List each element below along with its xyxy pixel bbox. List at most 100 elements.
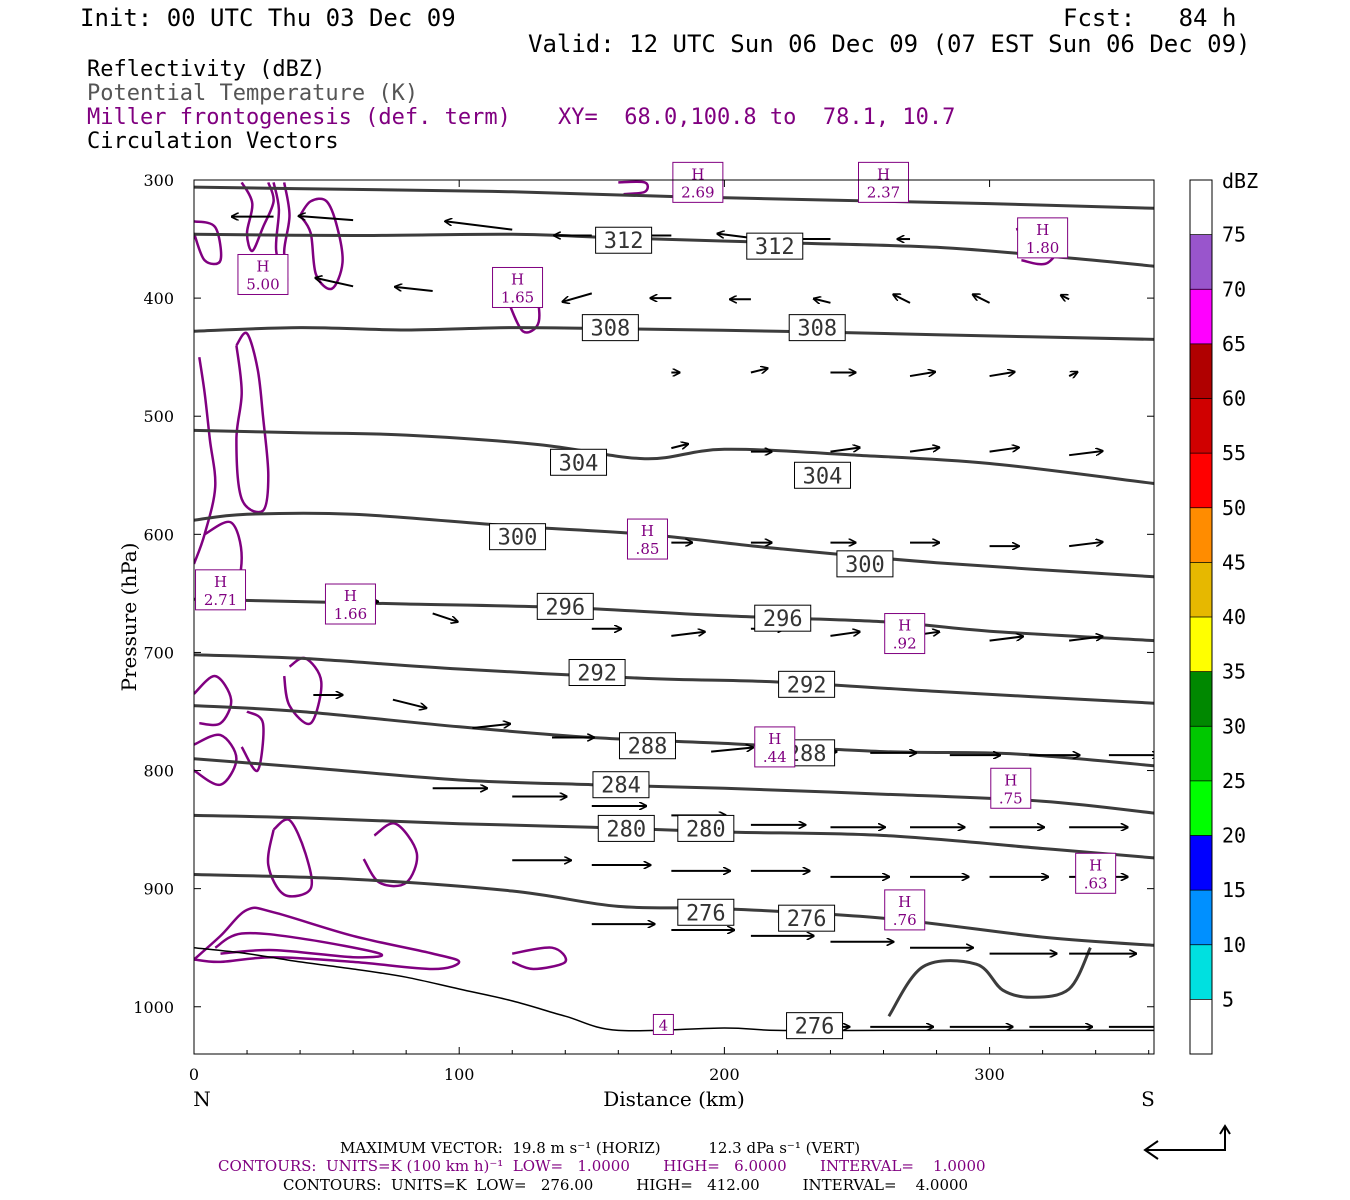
theta-label-box xyxy=(746,232,804,260)
x-tick-label: 300 xyxy=(974,1065,1005,1084)
miller-max-letter: H xyxy=(256,257,269,275)
colorbar-level-label: 50 xyxy=(1222,496,1246,520)
circulation-vector xyxy=(711,747,753,753)
theta-label: 296 xyxy=(763,607,803,632)
reference-vector xyxy=(1143,1124,1231,1160)
circulation-vector xyxy=(671,444,688,448)
y-tick-label: 300 xyxy=(143,171,174,190)
miller-max-box xyxy=(237,253,289,295)
miller-contour xyxy=(362,822,419,888)
colorbar-segment xyxy=(1190,562,1212,617)
footer-max-vector: MAXIMUM VECTOR: 19.8 m s⁻¹ (HORIZ) 12.3 … xyxy=(340,1139,861,1157)
miller-max-value: 2.37 xyxy=(867,183,900,201)
init-time: Init: 00 UTC Thu 03 Dec 09 xyxy=(80,4,456,32)
theta-label-box xyxy=(754,604,812,632)
terrain-line xyxy=(194,946,1154,1032)
colorbar-segment xyxy=(1190,398,1212,454)
miller-max-box xyxy=(754,726,796,768)
miller-max-letter: H xyxy=(1036,221,1049,239)
miller-max-value: .75 xyxy=(999,789,1023,807)
miller-contour xyxy=(299,197,344,291)
y-tick-label: 400 xyxy=(143,289,174,308)
colorbar-segment xyxy=(1190,726,1212,781)
miller-max-value: 5.00 xyxy=(246,275,279,293)
forecast-hour: Fcst: 84 h xyxy=(1063,4,1237,32)
valid-time: Valid: 12 UTC Sun 06 Dec 09 (07 EST Sun … xyxy=(528,30,1251,58)
colorbar-segment xyxy=(1190,234,1212,290)
circulation-vector xyxy=(562,292,593,301)
theta-label-box xyxy=(581,314,639,342)
y-tick-label: 700 xyxy=(143,643,174,662)
colorbar-segment xyxy=(1190,780,1212,836)
theta-label-box xyxy=(836,550,894,578)
reference-vector-head-left xyxy=(1143,1140,1159,1160)
colorbar-level-label: 45 xyxy=(1222,550,1246,574)
colorbar-level-label: 30 xyxy=(1222,714,1246,738)
theta-label-box xyxy=(550,448,608,476)
circulation-vectors-layer xyxy=(232,216,1154,1027)
plot-frame xyxy=(193,179,1155,1055)
circulation-vector xyxy=(750,368,768,372)
theta-contour-300 xyxy=(194,511,1154,579)
contour-labels-layer: 312 312 308 308 304 304 300 300 296 296 292 292 288 2… xyxy=(489,226,894,1040)
colorbar-level-label: 5 xyxy=(1222,987,1234,1011)
miller-max-box xyxy=(858,161,910,203)
colorbar-level-label: 25 xyxy=(1222,769,1246,793)
miller-max-box xyxy=(884,613,926,655)
theta-label: 304 xyxy=(803,464,843,489)
theta-label: 284 xyxy=(601,774,641,799)
theta-label-box xyxy=(597,814,655,842)
miller-max-box xyxy=(652,1013,674,1035)
legend-potential-temperature: Potential Temperature (K) xyxy=(87,81,419,106)
miller-contour xyxy=(194,674,233,727)
axes-layer: 300 400 500 600 700 800 900 1000 0 100 200 300 Dista… xyxy=(117,171,1155,1111)
colorbar: 5 10 15 20 25 30 35 40 45 50 55 60 65 70 75 dBZ xyxy=(1189,169,1258,1055)
miller-max-box xyxy=(492,266,544,308)
miller-max-box xyxy=(626,518,668,560)
colorbar-level-label: 65 xyxy=(1222,332,1246,356)
circulation-vector xyxy=(989,447,1019,453)
colorbar-level-label: 70 xyxy=(1222,277,1246,301)
theta-label-box xyxy=(592,771,650,799)
theta-contour xyxy=(887,947,1092,1018)
colorbar-title: dBZ xyxy=(1222,169,1258,193)
miller-max-value: 4 xyxy=(659,1016,669,1034)
circulation-vector xyxy=(299,216,354,222)
theta-label: 308 xyxy=(590,317,630,342)
circulation-vector xyxy=(445,221,513,231)
colorbar-level-label: 10 xyxy=(1222,933,1246,957)
miller-max-letter: H xyxy=(691,165,704,183)
miller-max-letter: H xyxy=(898,893,911,911)
y-tick-label: 500 xyxy=(143,407,174,426)
colorbar-segment xyxy=(1190,343,1212,399)
colorbar-segment xyxy=(1190,507,1212,563)
circulation-vector xyxy=(315,278,354,288)
circulation-vector xyxy=(1069,636,1103,642)
miller-max-letter: H xyxy=(1089,856,1102,874)
miller-max-value: .76 xyxy=(893,911,917,929)
y-axis-label: Pressure (hPa) xyxy=(117,543,141,692)
circulation-vector xyxy=(717,234,752,239)
miller-contour xyxy=(235,331,270,514)
miller-max-value: 1.80 xyxy=(1026,239,1059,257)
miller-max-value: .85 xyxy=(636,540,660,558)
circulation-vector xyxy=(1069,542,1103,548)
theta-label-box xyxy=(618,732,676,760)
footer-theta-contours: CONTOURS: UNITS=K LOW= 276.00 HIGH= 412.… xyxy=(283,1176,969,1194)
colorbar-level-label: 60 xyxy=(1222,387,1246,411)
theta-label-box xyxy=(794,461,852,489)
theta-label: 288 xyxy=(628,735,668,760)
theta-label-box xyxy=(568,659,626,687)
theta-contour-312 xyxy=(194,232,1154,268)
x-tick-label: 100 xyxy=(444,1065,475,1084)
miller-contour xyxy=(240,181,275,253)
miller-max-value: 1.66 xyxy=(334,605,367,623)
footer-miller-contours: CONTOURS: UNITS=K (100 km h)⁻¹ LOW= 1.00… xyxy=(218,1157,986,1175)
circulation-vector xyxy=(432,612,458,621)
circulation-vector xyxy=(989,636,1024,642)
theta-contour-304 xyxy=(194,428,1154,485)
theta-label-box xyxy=(677,814,735,842)
circulation-vector xyxy=(671,632,705,637)
